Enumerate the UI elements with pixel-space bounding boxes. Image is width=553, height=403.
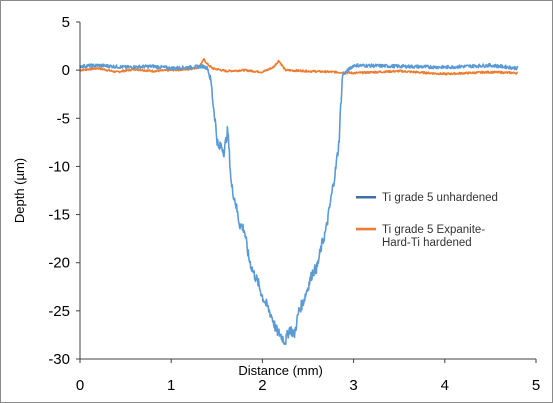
y-tick-label: -20: [48, 255, 70, 272]
y-tick-label: -15: [48, 207, 70, 224]
plot-lines: [79, 57, 519, 346]
y-tick-label: 5: [62, 14, 70, 31]
y-tick-label: -10: [48, 158, 70, 175]
x-tick-label: 2: [258, 377, 266, 394]
x-tick-label: 1: [167, 377, 175, 394]
x-tick-label: 5: [532, 377, 540, 394]
y-tick-label: -30: [48, 351, 70, 368]
y-tick-label: -25: [48, 303, 70, 320]
y-tick-label: 0: [62, 62, 70, 79]
x-tick-label: 0: [76, 377, 84, 394]
series-line-unhardened: [79, 62, 519, 346]
legend-label: Ti grade 5 Expanite-: [382, 224, 485, 236]
legend-label: Ti grade 5 unhardened: [382, 192, 498, 204]
y-tick-label: -5: [57, 110, 70, 127]
x-tick-label: 4: [441, 377, 449, 394]
legend-label: Hard-Ti hardened: [382, 237, 472, 249]
legend: Ti grade 5 unhardened Ti grade 5 Expanite…: [356, 192, 498, 249]
y-axis-title: Depth (µm): [12, 158, 27, 223]
axes: [79, 22, 536, 360]
x-tick-label: 3: [349, 377, 357, 394]
x-axis-title: Distance (mm): [238, 363, 323, 378]
series-line-hardened: [79, 57, 519, 76]
x-tick-labels: 0 1 2 3 4 5: [76, 359, 540, 394]
y-tick-labels: 5 0 -5 -10 -15 -20 -25 -30: [48, 14, 80, 368]
